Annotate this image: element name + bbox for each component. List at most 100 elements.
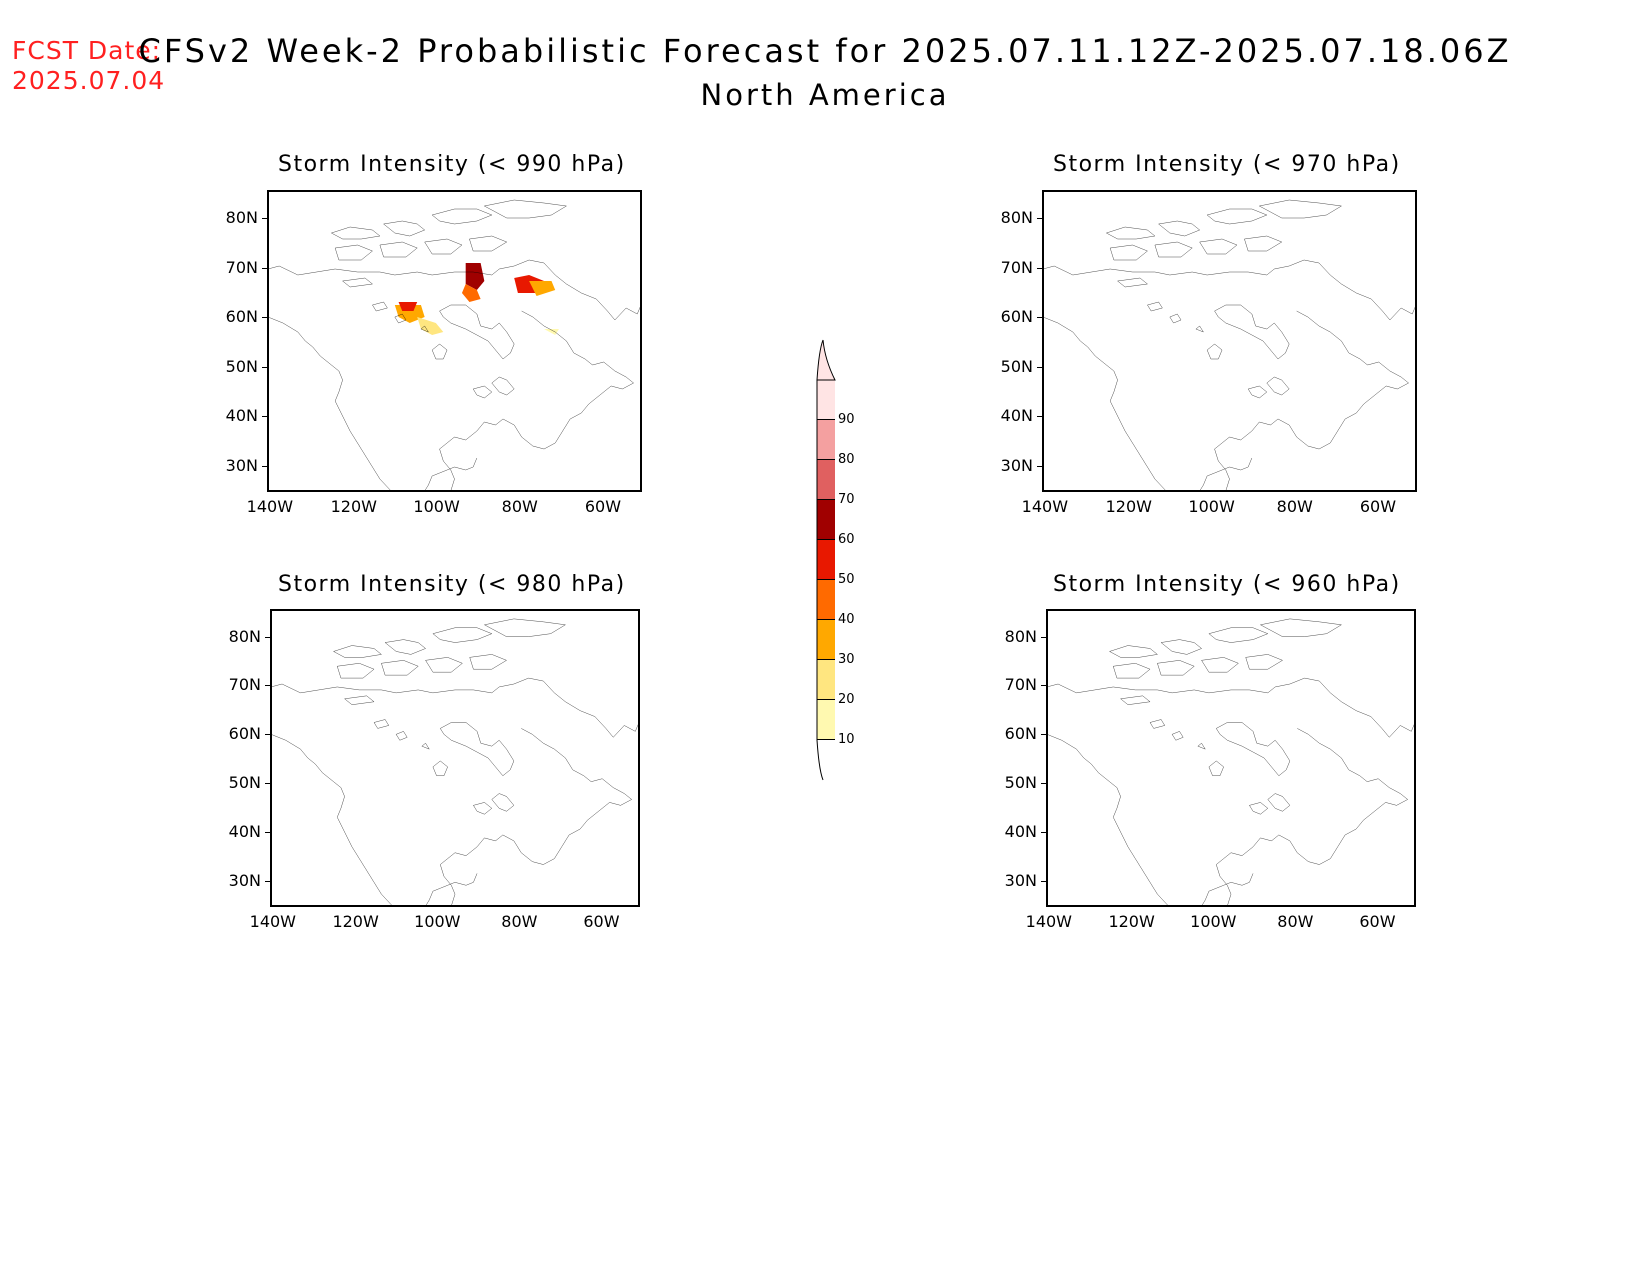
panel-title: Storm Intensity (< 980 hPa) bbox=[278, 572, 626, 597]
lat-tick-mark bbox=[1037, 317, 1043, 318]
coastline bbox=[484, 619, 565, 637]
lon-tick-label: 60W bbox=[583, 912, 620, 931]
coastline bbox=[1106, 227, 1154, 239]
panel-title: Storm Intensity (< 990 hPa) bbox=[278, 152, 626, 177]
coastline bbox=[335, 245, 372, 260]
lat-tick-label: 80N bbox=[1000, 208, 1033, 227]
lat-tick-mark bbox=[1037, 218, 1043, 219]
coastline bbox=[425, 458, 477, 491]
coastline bbox=[484, 200, 566, 218]
coastline bbox=[380, 242, 417, 257]
map-border bbox=[271, 610, 639, 906]
panel-title: Storm Intensity (< 970 hPa) bbox=[1053, 152, 1401, 177]
lat-tick-label: 50N bbox=[225, 356, 258, 376]
coastline bbox=[334, 646, 382, 658]
probability-shading bbox=[544, 329, 559, 335]
lon-tick-label: 100W bbox=[413, 497, 460, 516]
colorbar-label: 50 bbox=[838, 572, 855, 587]
map-border bbox=[268, 191, 641, 491]
coastline bbox=[425, 239, 462, 254]
lat-tick-mark bbox=[265, 734, 271, 736]
coastline bbox=[421, 326, 428, 332]
coastline bbox=[440, 722, 514, 775]
colorbar-label: 10 bbox=[838, 732, 855, 747]
map-border bbox=[1043, 191, 1416, 491]
lat-tick-label: 70N bbox=[225, 257, 258, 277]
lat-tick-mark bbox=[1041, 636, 1047, 638]
coastline bbox=[1155, 242, 1192, 257]
lon-tick-label: 80W bbox=[501, 497, 538, 516]
colorbar-swatch bbox=[817, 580, 835, 620]
coastline bbox=[432, 344, 447, 359]
coastline bbox=[1207, 209, 1267, 224]
coastline bbox=[1043, 317, 1166, 491]
colorbar-label: 70 bbox=[838, 492, 855, 507]
coastline bbox=[1216, 722, 1290, 775]
coastline bbox=[1161, 640, 1201, 655]
lat-tick-label: 40N bbox=[228, 822, 261, 841]
coastline bbox=[372, 302, 387, 311]
probability-shading bbox=[417, 317, 444, 335]
lon-tick-label: 100W bbox=[1188, 497, 1235, 516]
lat-tick-label: 30N bbox=[225, 455, 258, 475]
lon-tick-label: 80W bbox=[501, 912, 538, 931]
coastline bbox=[422, 743, 429, 749]
coastline bbox=[385, 640, 425, 655]
page-subtitle: North America bbox=[700, 78, 950, 112]
lat-tick-mark bbox=[1041, 734, 1047, 736]
coastline bbox=[1157, 660, 1194, 675]
colorbar-swatch bbox=[817, 540, 835, 580]
coastline bbox=[374, 720, 389, 729]
colorbar-swatch bbox=[817, 380, 835, 420]
lat-tick-label: 60N bbox=[1004, 724, 1037, 744]
lat-tick-label: 30N bbox=[228, 870, 261, 890]
lat-tick-mark bbox=[265, 880, 271, 882]
coastline bbox=[433, 761, 448, 776]
coastline bbox=[440, 728, 631, 906]
forecast-date-value: 2025.07.04 bbox=[12, 66, 166, 95]
map-frame bbox=[1043, 191, 1416, 491]
coastline bbox=[473, 802, 491, 814]
coastline bbox=[433, 628, 492, 643]
colorbar-label: 60 bbox=[838, 532, 855, 547]
coastline bbox=[492, 794, 514, 812]
lon-tick-label: 140W bbox=[246, 497, 294, 516]
probability-shading bbox=[529, 281, 556, 296]
lat-tick-mark bbox=[262, 218, 268, 219]
colorbar-label: 90 bbox=[838, 412, 855, 427]
coastline bbox=[1200, 458, 1252, 491]
lat-tick-label: 30N bbox=[1000, 455, 1033, 475]
coastline bbox=[1216, 728, 1407, 906]
colorbar-swatch bbox=[817, 500, 835, 540]
coastline bbox=[1043, 260, 1416, 320]
colorbar-swatch bbox=[817, 660, 835, 700]
lat-tick-label: 40N bbox=[1004, 822, 1037, 841]
coastline bbox=[1147, 302, 1162, 311]
lon-tick-label: 140W bbox=[249, 912, 296, 931]
lat-tick-label: 40N bbox=[1000, 406, 1033, 425]
coastline bbox=[1196, 326, 1203, 332]
coastline bbox=[473, 386, 492, 398]
lat-tick-label: 50N bbox=[1004, 773, 1037, 793]
lat-tick-label: 80N bbox=[225, 208, 258, 227]
coastline bbox=[1215, 311, 1409, 491]
coastline bbox=[1207, 344, 1222, 359]
lat-tick-mark bbox=[265, 685, 271, 687]
lon-tick-label: 100W bbox=[414, 912, 461, 931]
coastline bbox=[384, 221, 425, 236]
lat-tick-mark bbox=[1041, 880, 1047, 882]
lon-tick-label: 100W bbox=[1190, 912, 1237, 931]
coastline bbox=[1118, 278, 1148, 287]
coastline bbox=[1110, 245, 1147, 260]
coastline bbox=[1215, 305, 1290, 359]
coastline bbox=[1244, 236, 1281, 251]
coastline bbox=[396, 731, 407, 740]
coastline bbox=[469, 236, 506, 251]
coastline bbox=[432, 209, 492, 224]
colorbar-swatch bbox=[817, 460, 835, 500]
coastline bbox=[337, 663, 374, 678]
coastline bbox=[1202, 873, 1254, 906]
coastline bbox=[1047, 678, 1415, 737]
colorbar-swatch bbox=[817, 620, 835, 660]
coastline bbox=[1150, 720, 1165, 729]
